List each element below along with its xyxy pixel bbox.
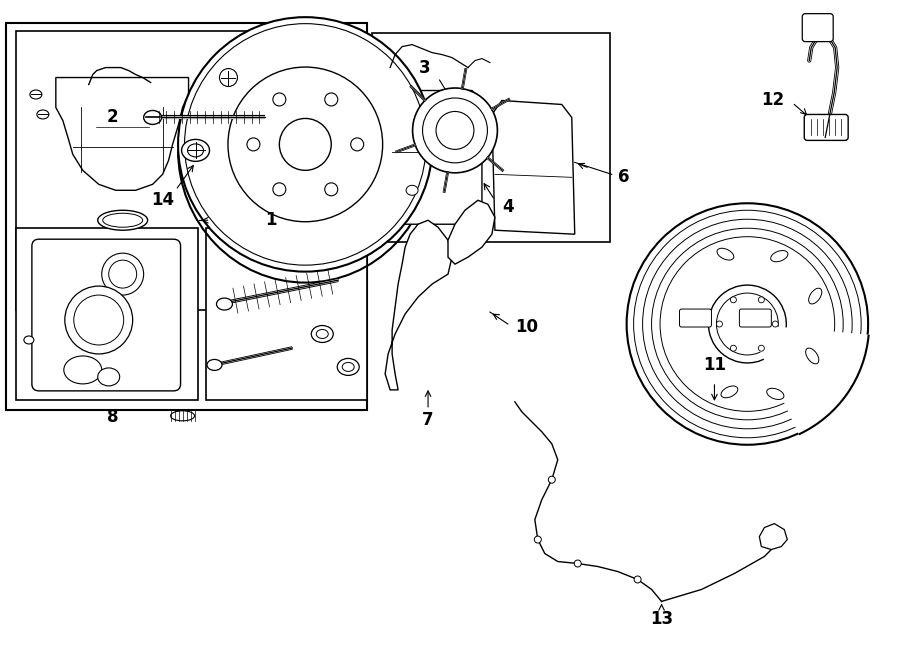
Text: 9: 9 <box>344 131 356 150</box>
Ellipse shape <box>182 140 210 162</box>
Ellipse shape <box>95 247 150 302</box>
Ellipse shape <box>207 359 222 371</box>
Ellipse shape <box>74 295 123 345</box>
Ellipse shape <box>406 185 419 195</box>
Ellipse shape <box>708 285 787 363</box>
Ellipse shape <box>171 411 194 421</box>
Text: 6: 6 <box>617 168 629 186</box>
Ellipse shape <box>273 183 286 196</box>
FancyBboxPatch shape <box>802 14 833 42</box>
Ellipse shape <box>103 213 142 227</box>
Ellipse shape <box>634 211 861 438</box>
Polygon shape <box>392 91 482 224</box>
Ellipse shape <box>30 90 42 99</box>
Ellipse shape <box>187 144 203 157</box>
Ellipse shape <box>247 138 260 151</box>
Ellipse shape <box>574 560 581 567</box>
Polygon shape <box>448 201 495 264</box>
Ellipse shape <box>144 111 162 124</box>
Ellipse shape <box>325 93 338 106</box>
Polygon shape <box>760 524 788 549</box>
Bar <box>16 30 287 310</box>
Ellipse shape <box>660 237 834 411</box>
Ellipse shape <box>731 345 736 352</box>
FancyBboxPatch shape <box>740 309 771 327</box>
Ellipse shape <box>548 476 555 483</box>
Bar <box>205 228 367 400</box>
Ellipse shape <box>351 138 364 151</box>
Ellipse shape <box>217 298 232 310</box>
Text: 12: 12 <box>761 91 784 109</box>
Ellipse shape <box>316 330 328 338</box>
Ellipse shape <box>65 286 132 354</box>
Ellipse shape <box>721 386 738 398</box>
Text: 10: 10 <box>515 318 538 336</box>
Ellipse shape <box>311 326 333 342</box>
Bar <box>373 32 609 242</box>
Text: 3: 3 <box>419 58 431 77</box>
Polygon shape <box>56 77 188 190</box>
Ellipse shape <box>423 98 488 163</box>
Ellipse shape <box>759 345 764 352</box>
Ellipse shape <box>652 228 843 420</box>
Text: 13: 13 <box>650 610 673 628</box>
Text: 4: 4 <box>502 198 514 216</box>
Text: 1: 1 <box>266 211 277 229</box>
Ellipse shape <box>98 368 120 386</box>
Ellipse shape <box>731 297 736 303</box>
Ellipse shape <box>412 88 498 173</box>
Text: 7: 7 <box>422 411 434 429</box>
Text: 11: 11 <box>703 356 726 374</box>
Ellipse shape <box>759 297 764 303</box>
Polygon shape <box>385 220 452 390</box>
Ellipse shape <box>178 17 433 271</box>
Bar <box>16 228 197 400</box>
Text: 2: 2 <box>107 109 119 126</box>
Ellipse shape <box>809 288 822 304</box>
Ellipse shape <box>626 203 868 445</box>
Circle shape <box>220 69 238 87</box>
Ellipse shape <box>717 248 734 260</box>
Ellipse shape <box>535 536 541 543</box>
FancyBboxPatch shape <box>680 309 712 327</box>
Ellipse shape <box>767 388 784 399</box>
Ellipse shape <box>806 348 819 364</box>
Ellipse shape <box>770 250 788 261</box>
Ellipse shape <box>634 576 641 583</box>
Ellipse shape <box>342 362 355 371</box>
Polygon shape <box>492 101 575 234</box>
Ellipse shape <box>436 111 474 150</box>
Ellipse shape <box>102 253 144 295</box>
Ellipse shape <box>228 67 382 222</box>
Ellipse shape <box>716 321 723 327</box>
Ellipse shape <box>772 321 778 327</box>
Ellipse shape <box>325 183 338 196</box>
Ellipse shape <box>64 356 102 384</box>
Text: 8: 8 <box>107 408 119 426</box>
Text: 5: 5 <box>295 168 307 186</box>
Ellipse shape <box>716 293 778 355</box>
Bar <box>6 23 367 410</box>
Ellipse shape <box>37 110 49 119</box>
Ellipse shape <box>98 211 148 230</box>
Ellipse shape <box>109 260 137 288</box>
Ellipse shape <box>273 93 286 106</box>
Ellipse shape <box>24 336 34 344</box>
Ellipse shape <box>184 24 426 265</box>
Ellipse shape <box>279 118 331 170</box>
FancyBboxPatch shape <box>805 115 848 140</box>
Ellipse shape <box>338 358 359 375</box>
Wedge shape <box>747 324 868 434</box>
Ellipse shape <box>643 219 852 429</box>
FancyBboxPatch shape <box>32 239 181 391</box>
Text: 14: 14 <box>151 191 175 209</box>
